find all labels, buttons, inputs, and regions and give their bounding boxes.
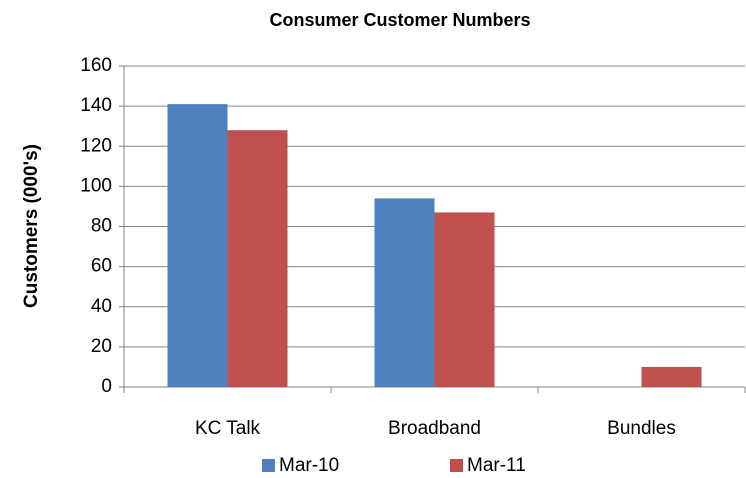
- bar: [167, 104, 228, 388]
- x-tick-label: Bundles: [607, 418, 676, 439]
- y-tick-label: 80: [91, 216, 112, 237]
- chart-title: Consumer Customer Numbers: [269, 10, 530, 30]
- bar: [227, 130, 288, 387]
- y-tick-label: 160: [80, 55, 112, 76]
- y-tick-label: 20: [91, 336, 112, 357]
- x-tick-label: Broadband: [388, 418, 481, 439]
- legend-label: Mar-11: [467, 455, 526, 476]
- y-axis-label: Customers (000's): [21, 144, 42, 308]
- bar: [434, 212, 495, 387]
- legend-swatch: [262, 459, 275, 472]
- legend-label: Mar-10: [279, 455, 339, 476]
- legend-swatch: [450, 459, 463, 472]
- y-tick-label: 40: [91, 296, 112, 317]
- y-tick-label: 100: [80, 175, 112, 196]
- y-tick-label: 60: [91, 256, 112, 277]
- x-tick-label: KC Talk: [195, 418, 261, 439]
- y-tick-label: 140: [80, 95, 112, 116]
- bar: [641, 366, 702, 387]
- bar: [374, 198, 435, 387]
- y-tick-label: 120: [80, 135, 112, 156]
- y-tick-label: 0: [101, 376, 112, 397]
